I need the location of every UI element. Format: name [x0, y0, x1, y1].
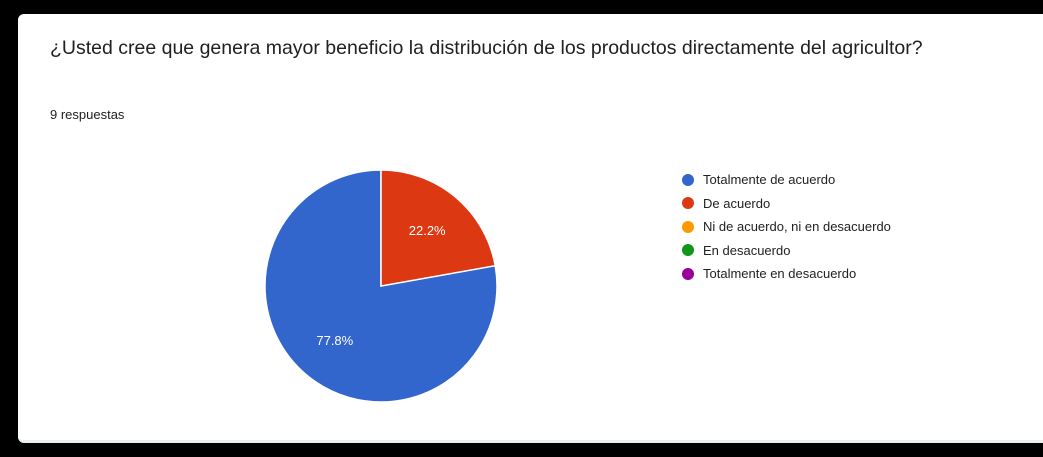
legend-item[interactable]: En desacuerdo [682, 239, 891, 263]
legend-swatch-icon [682, 173, 694, 186]
legend-swatch-icon [682, 244, 694, 257]
legend-swatch-icon [682, 197, 694, 210]
legend-label: Totalmente de acuerdo [703, 172, 836, 188]
question-title: ¿Usted cree que genera mayor beneficio l… [50, 37, 923, 59]
legend-swatch-icon [682, 220, 694, 233]
legend-item[interactable]: Ni de acuerdo, ni en desacuerdo [682, 215, 891, 239]
legend-label: Totalmente en desacuerdo [703, 266, 857, 282]
question-card: ¿Usted cree que genera mayor beneficio l… [18, 14, 1043, 443]
pie-chart: 77.8% 22.2% [264, 169, 498, 403]
pie-slice-label: 22.2% [409, 223, 446, 238]
pie-slices [264, 169, 498, 403]
chart-legend: Totalmente de acuerdo De acuerdo Ni de acu… [682, 168, 891, 286]
response-count: 9 respuestas [50, 107, 125, 122]
pie-slice-label: 77.8% [316, 333, 353, 348]
legend-item[interactable]: Totalmente de acuerdo [682, 168, 891, 192]
pie-slice-labels: 77.8% 22.2% [316, 223, 446, 348]
legend-swatch-icon [682, 267, 694, 280]
legend-label: Ni de acuerdo, ni en desacuerdo [703, 219, 891, 235]
legend-label: De acuerdo [703, 195, 771, 211]
pie-slice-de-acuerdo[interactable] [380, 169, 497, 287]
legend-item[interactable]: De acuerdo [682, 192, 891, 216]
pie-slice-totalmente-de-acuerdo[interactable] [264, 169, 498, 403]
legend-label: En desacuerdo [703, 242, 791, 258]
legend-item[interactable]: Totalmente en desacuerdo [682, 262, 891, 286]
